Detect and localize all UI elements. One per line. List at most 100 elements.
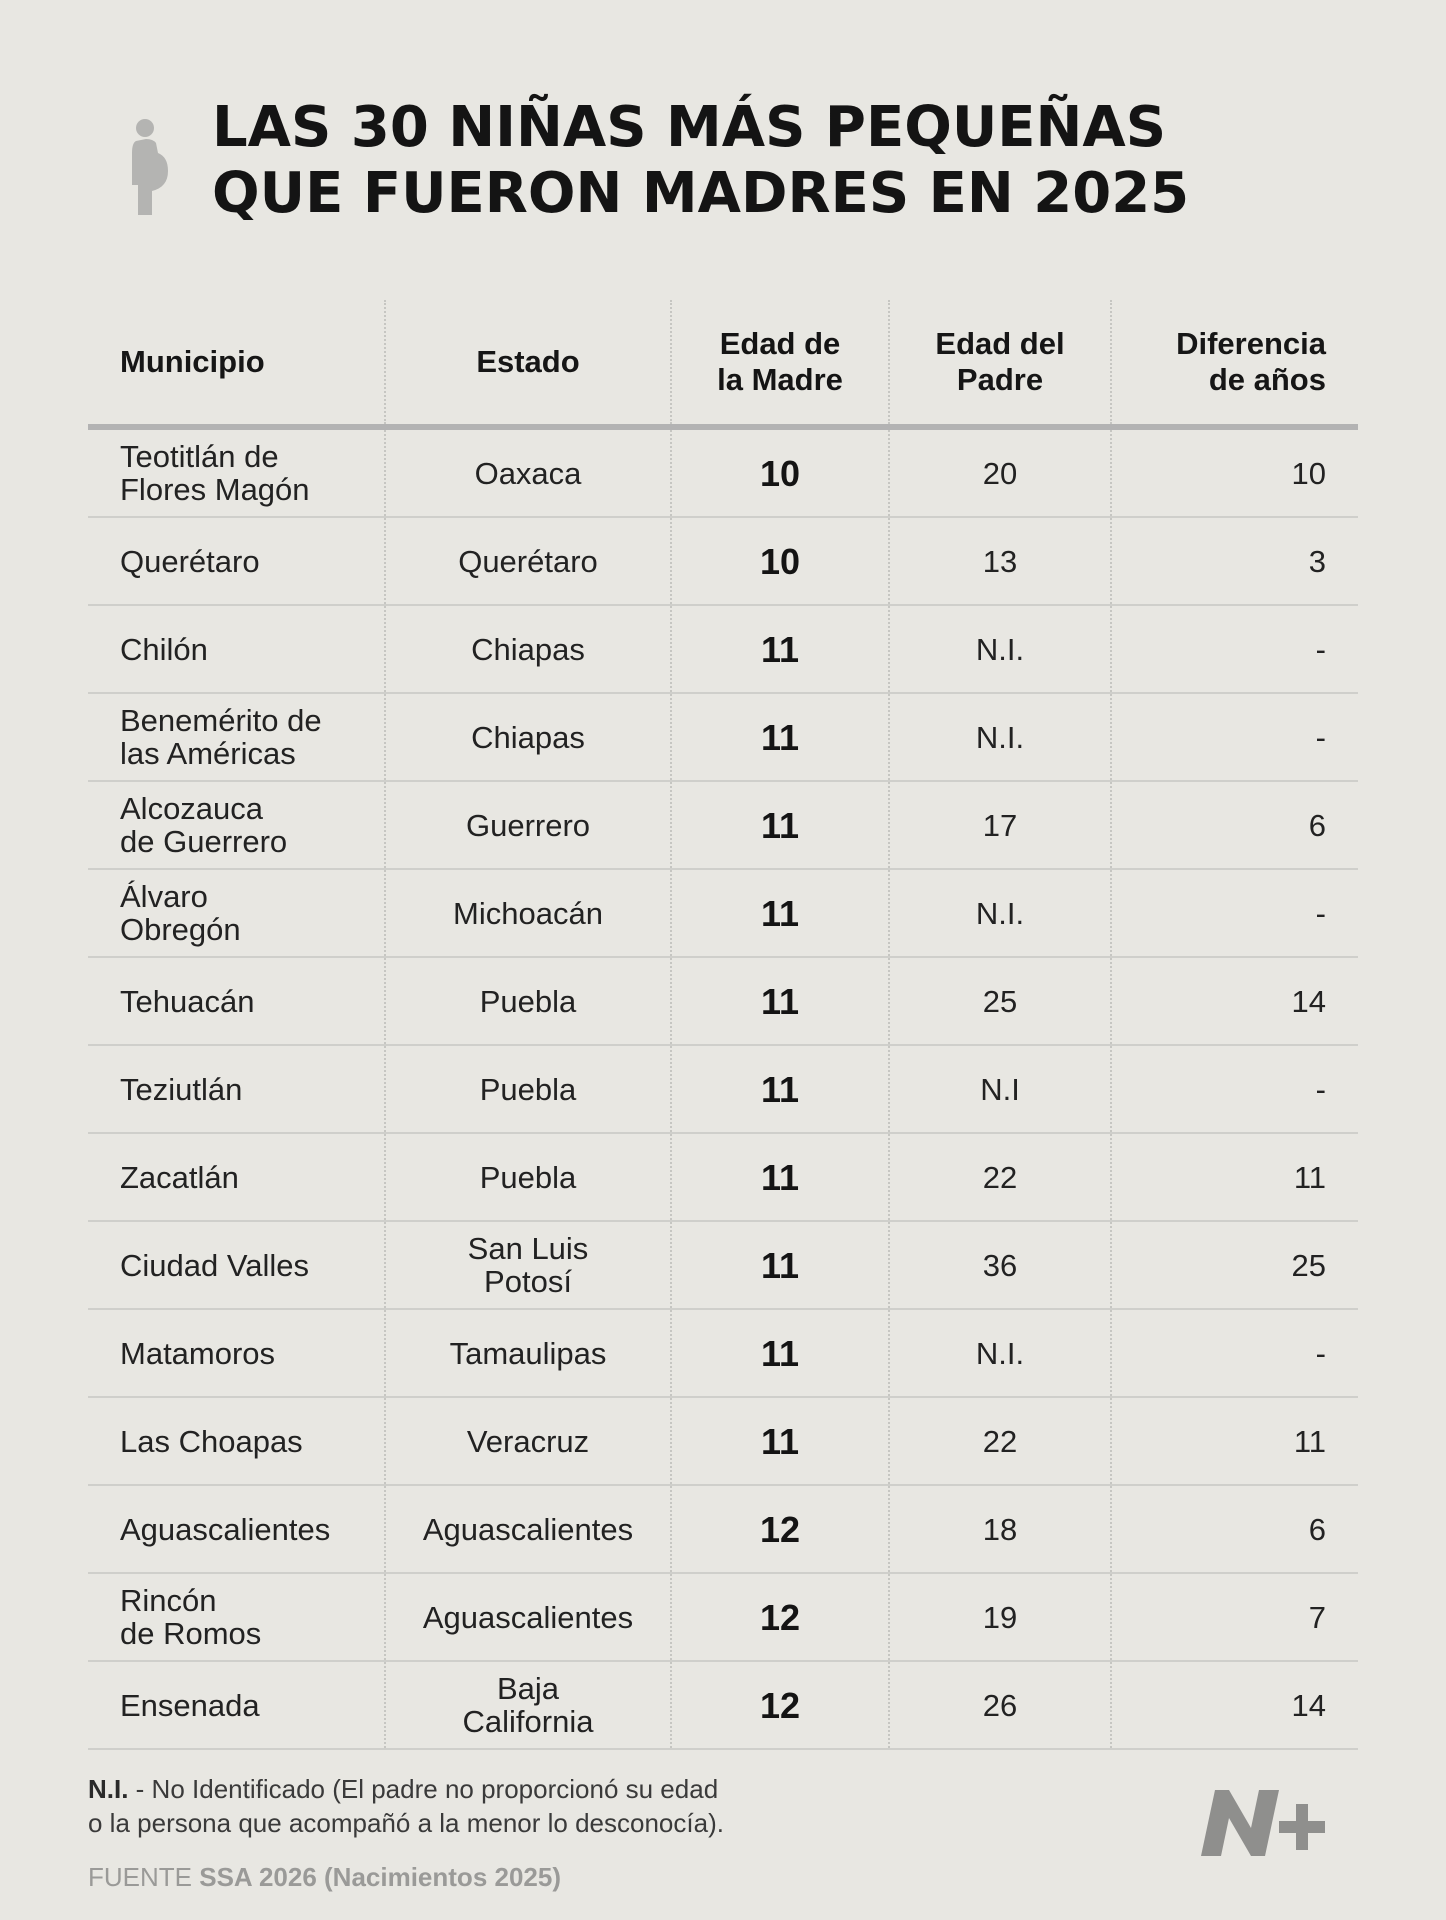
header-edad-madre: Edad de la Madre [670,300,889,430]
header-diferencia: Diferencia de años [1110,300,1358,430]
cell-municipio: Las Choapas [88,1397,385,1486]
cell-estado: Chiapas [384,605,671,694]
cell-estado: Aguascalientes [384,1573,671,1662]
page-title: LAS 30 NIÑAS MÁS PEQUEÑAS QUE FUERON MAD… [212,95,1189,227]
cell-madre: 12 [670,1661,889,1750]
source-credit: FUENTE SSA 2026 (Nacimientos 2025) [88,1860,561,1894]
title-line-1: LAS 30 NIÑAS MÁS PEQUEÑAS [212,95,1167,160]
source-prefix: FUENTE [88,1862,200,1892]
source-name: SSA 2026 (Nacimientos 2025) [199,1862,561,1892]
cell-diferencia: - [1110,693,1358,782]
cell-estado-line: Guerrero [465,807,591,843]
table-row: Alcozauca de Guerrero Guerrero 11 17 6 [88,781,1358,870]
cell-madre: 11 [670,1133,889,1222]
cell-madre: 10 [670,517,889,606]
cell-municipio: Benemérito de las Américas [88,693,385,782]
cell-diferencia: - [1110,1309,1358,1398]
cell-padre: 19 [888,1573,1111,1662]
cell-estado-line: Tamaulipas [449,1335,607,1371]
table-header-row: Municipio Estado Edad de la Madre Edad de… [88,300,1358,430]
data-table: Municipio Estado Edad de la Madre Edad de… [88,300,1358,1750]
cell-municipio: Alcozauca de Guerrero [88,781,385,870]
cell-estado-line: Potosí [484,1264,572,1299]
cell-municipio-line: Rincón [120,1583,217,1618]
cell-padre: 18 [888,1485,1111,1574]
table-row: Matamoros Tamaulipas 11 N.I. - [88,1309,1358,1398]
cell-municipio-line: de Guerrero [120,824,288,859]
cell-municipio: Ensenada [88,1661,385,1750]
cell-estado-line: Puebla [479,1071,577,1107]
cell-municipio-line: Las Choapas [120,1423,303,1459]
table-row: Las Choapas Veracruz 11 22 11 [88,1397,1358,1486]
cell-estado: Oaxaca [384,427,671,518]
title-line-2: QUE FUERON MADRES EN 2025 [212,161,1190,226]
table-row: Rincón de Romos Aguascalientes 12 19 7 [88,1573,1358,1662]
cell-diferencia: 14 [1110,1661,1358,1750]
cell-estado: San Luis Potosí [384,1221,671,1310]
cell-padre: N.I [888,1045,1111,1134]
footnote-text-1: - No Identificado (El padre no proporcio… [128,1774,719,1804]
table-row: Zacatlán Puebla 11 22 11 [88,1133,1358,1222]
cell-municipio-line: Álvaro [120,879,208,914]
cell-municipio: Chilón [88,605,385,694]
cell-municipio-line: Teziutlán [120,1071,243,1107]
header: LAS 30 NIÑAS MÁS PEQUEÑAS QUE FUERON MAD… [128,95,1189,227]
cell-estado-line: Baja [496,1671,560,1706]
cell-municipio-line: Chilón [120,631,208,667]
cell-madre: 11 [670,693,889,782]
table-row: Benemérito de las Américas Chiapas 11 N.I. - [88,693,1358,782]
cell-estado: Baja California [384,1661,671,1750]
cell-padre: 26 [888,1661,1111,1750]
cell-padre: N.I. [888,693,1111,782]
cell-estado-line: Querétaro [458,543,598,579]
cell-diferencia: 10 [1110,427,1358,518]
cell-estado-line: Chiapas [471,719,585,755]
cell-municipio-line: Querétaro [120,543,260,579]
table-body: Teotitlán de Flores Magón Oaxaca 10 20 10 Quer… [88,427,1358,1750]
n-plus-logo [1201,1790,1325,1856]
cell-municipio: Aguascalientes [88,1485,385,1574]
table-row: Teziutlán Puebla 11 N.I - [88,1045,1358,1134]
table-row: Aguascalientes Aguascalientes 12 18 6 [88,1485,1358,1574]
header-municipio: Municipio [88,300,385,430]
header-edad-padre-line: Padre [956,362,1044,397]
cell-madre: 12 [670,1573,889,1662]
cell-estado: Aguascalientes [384,1485,671,1574]
cell-madre: 11 [670,957,889,1046]
footnote-abbr: N.I. [88,1774,129,1804]
cell-estado-line: Oaxaca [474,455,582,491]
cell-padre: 25 [888,957,1111,1046]
cell-municipio-line: Aguascalientes [120,1511,331,1547]
cell-diferencia: 11 [1110,1397,1358,1486]
cell-estado: Michoacán [384,869,671,958]
cell-municipio-line: Alcozauca [120,791,264,826]
cell-padre: 22 [888,1133,1111,1222]
table-row: Chilón Chiapas 11 N.I. - [88,605,1358,694]
cell-estado: Puebla [384,1133,671,1222]
header-diferencia-line: de años [1208,362,1326,397]
cell-diferencia: - [1110,869,1358,958]
cell-padre: N.I. [888,605,1111,694]
cell-estado-line: Puebla [479,1159,577,1195]
cell-estado: Puebla [384,1045,671,1134]
cell-municipio: Álvaro Obregón [88,869,385,958]
cell-padre: 17 [888,781,1111,870]
cell-municipio: Matamoros [88,1309,385,1398]
cell-diferencia: 7 [1110,1573,1358,1662]
cell-estado: Tamaulipas [384,1309,671,1398]
header-edad-madre-line: la Madre [717,362,843,397]
table-row: Ciudad Valles San Luis Potosí 11 36 25 [88,1221,1358,1310]
footnote: N.I. - No Identificado (El padre no prop… [88,1772,724,1840]
cell-estado-line: Chiapas [471,631,585,667]
cell-estado-line: San Luis [467,1231,589,1266]
cell-madre: 11 [670,869,889,958]
cell-madre: 11 [670,781,889,870]
cell-madre: 11 [670,1397,889,1486]
header-estado: Estado [384,300,671,430]
header-municipio-line: Municipio [120,344,265,379]
cell-municipio-line: las Américas [120,736,296,771]
cell-estado-line: California [462,1704,594,1739]
cell-municipio-line: Benemérito de [120,703,322,738]
table-row: Teotitlán de Flores Magón Oaxaca 10 20 10 [88,427,1358,518]
cell-diferencia: 6 [1110,1485,1358,1574]
